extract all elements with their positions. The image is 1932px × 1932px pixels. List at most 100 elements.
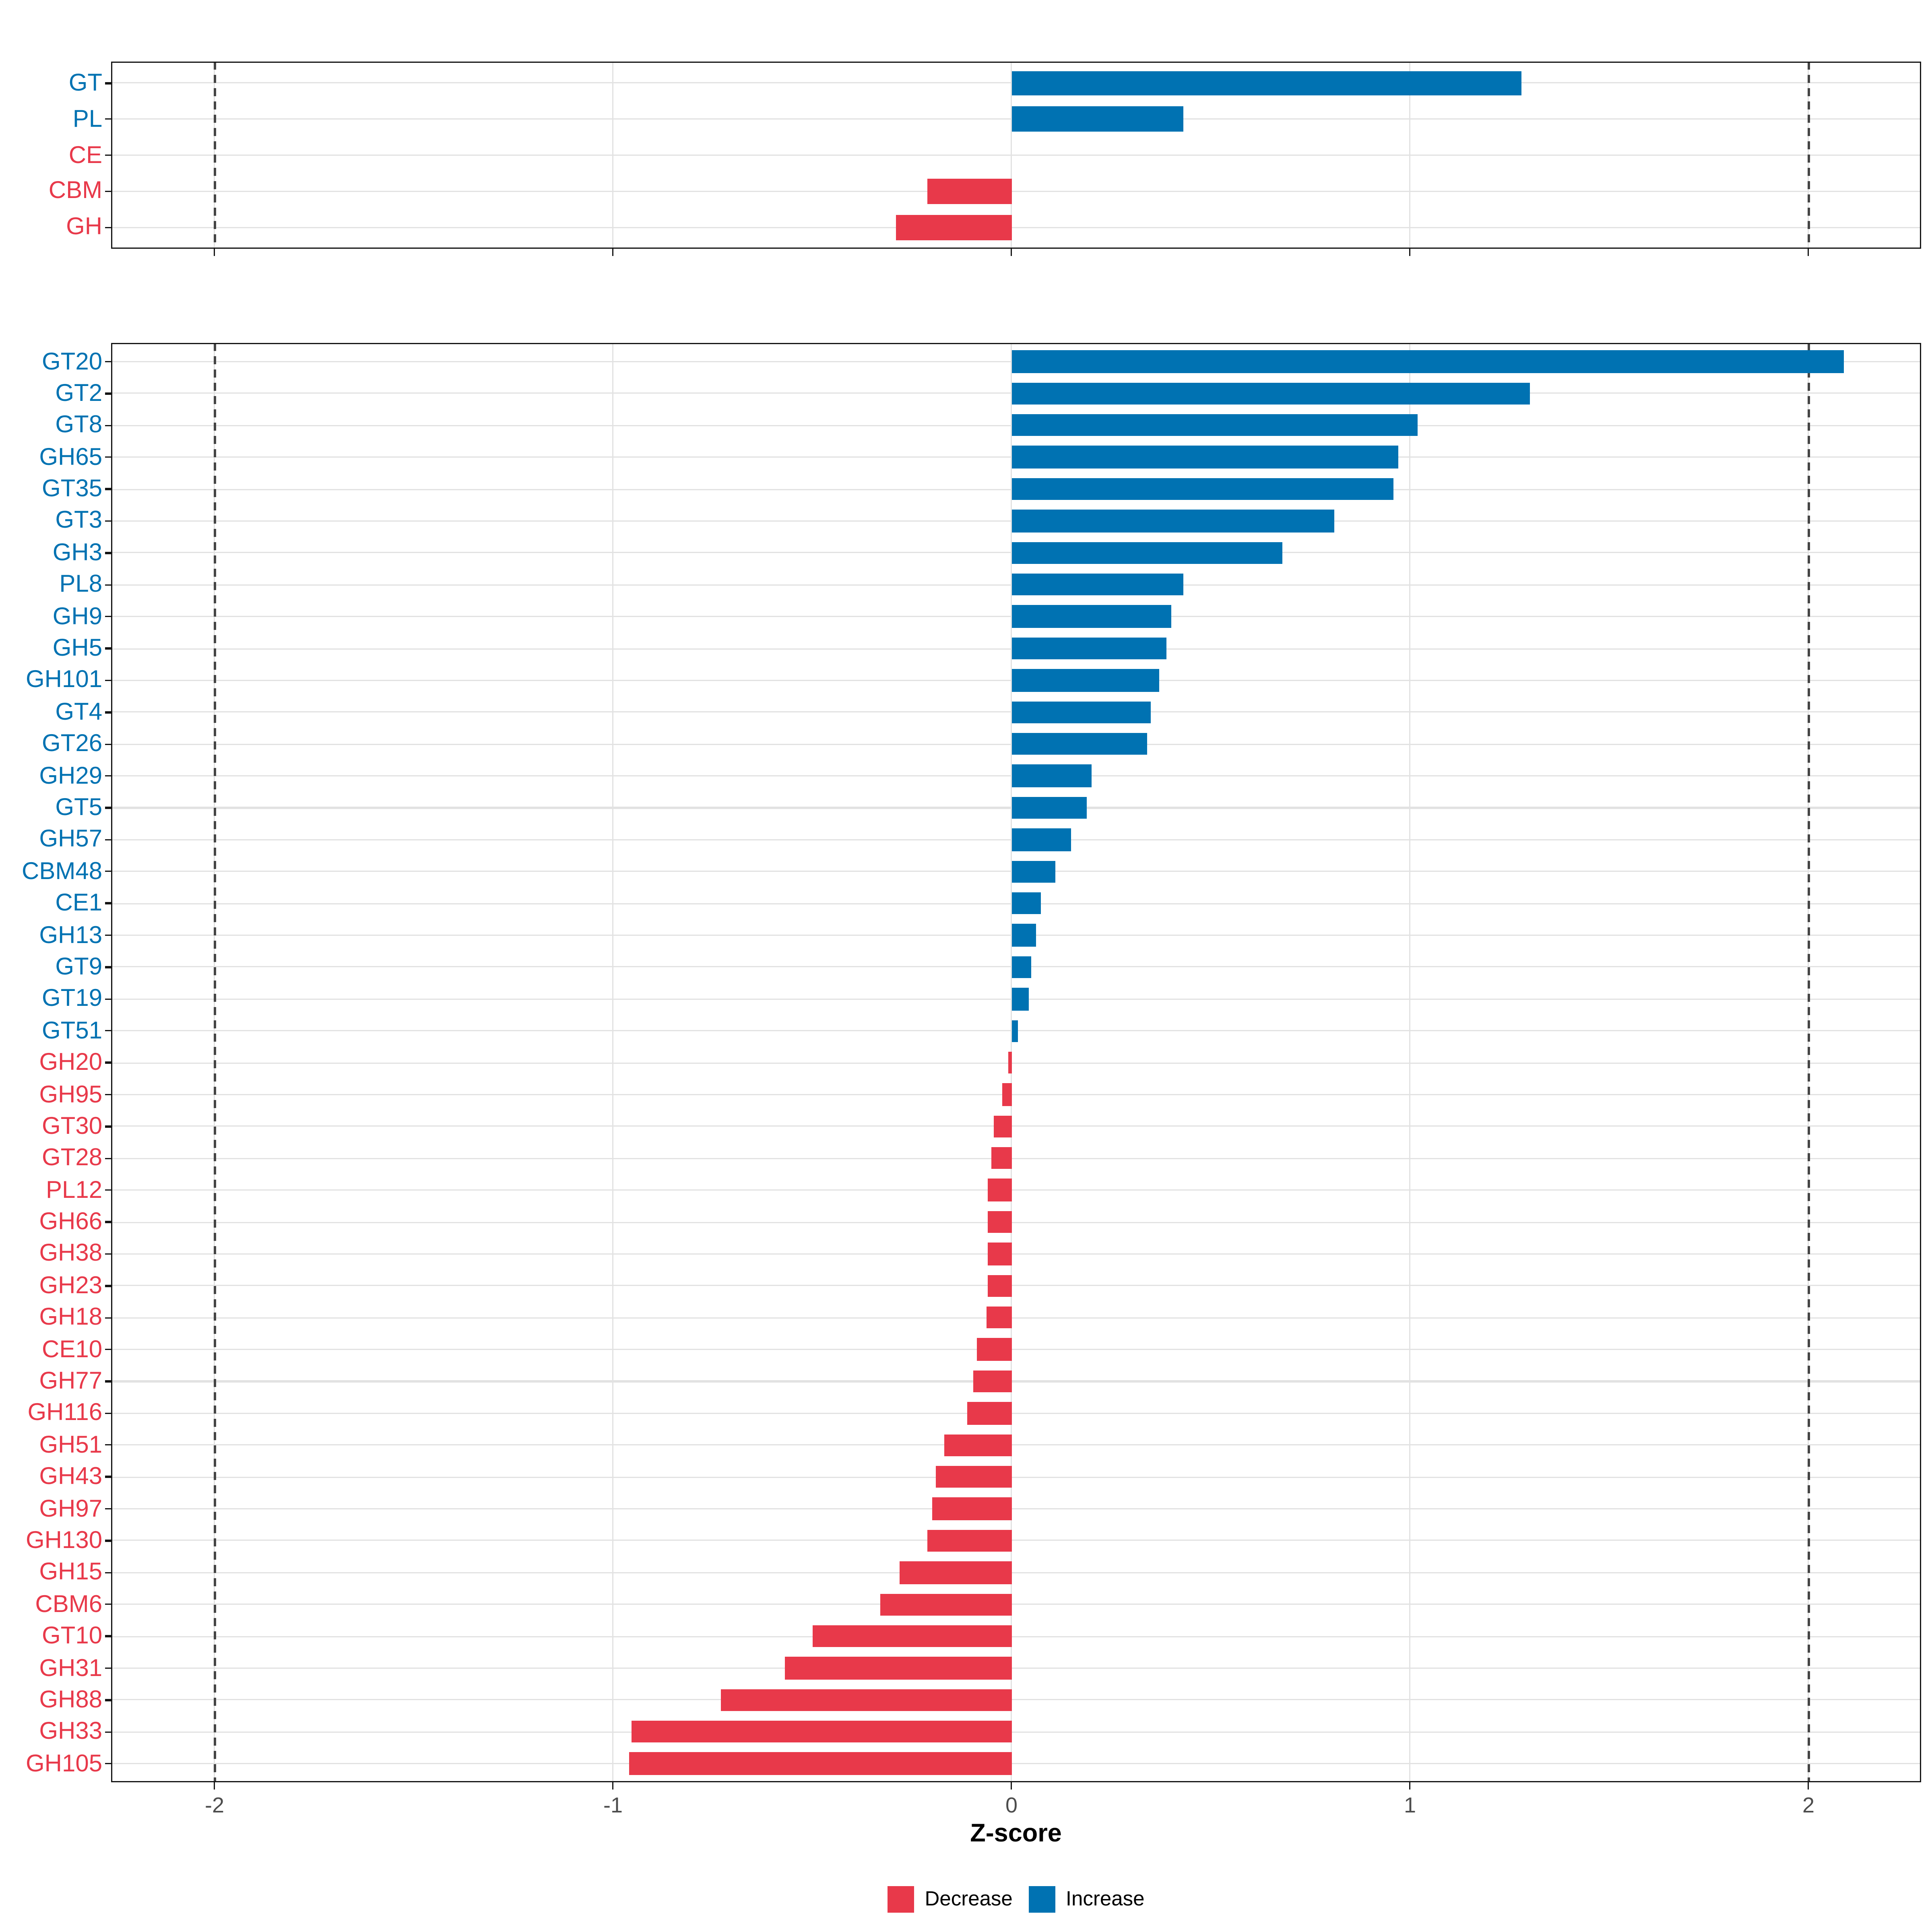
y-axis-label-GH9: GH9: [52, 603, 103, 630]
x-axis-tick: [612, 249, 614, 256]
gridline-horizontal: [111, 1731, 1921, 1733]
y-axis-label-GH101: GH101: [25, 667, 103, 694]
bar-GT4: [1011, 701, 1151, 723]
gridline-horizontal: [111, 1381, 1921, 1382]
bar-GH9: [1011, 605, 1171, 628]
y-axis-tick: [105, 871, 111, 873]
bar-GT30: [994, 1115, 1012, 1138]
bar-GT19: [1011, 988, 1029, 1010]
y-axis-tick: [105, 1763, 111, 1765]
y-axis-tick: [105, 807, 111, 809]
y-axis-label-GT5: GT5: [55, 794, 103, 821]
bar-GT8: [1011, 414, 1418, 437]
y-axis-tick: [105, 1476, 111, 1478]
y-axis-label-CBM6: CBM6: [35, 1591, 103, 1618]
x-tick-label: 0: [1005, 1792, 1018, 1817]
bar-GT: [1011, 70, 1522, 96]
y-axis-label-CE1: CE1: [55, 890, 103, 917]
bar-GH43: [935, 1466, 1012, 1488]
gridline-horizontal: [111, 1540, 1921, 1542]
y-axis-tick: [105, 1604, 111, 1606]
x-axis-tick: [1409, 1783, 1411, 1790]
y-axis-tick: [105, 1157, 111, 1159]
dashed-reference-line: [1807, 62, 1810, 249]
y-axis-tick: [105, 966, 111, 968]
y-axis-tick: [105, 1317, 111, 1319]
bar-GT5: [1011, 797, 1088, 819]
dashed-reference-line: [213, 62, 216, 249]
y-axis-label-GT19: GT19: [42, 985, 103, 1012]
bar-PL: [1011, 107, 1183, 132]
y-axis-label-GH20: GH20: [39, 1049, 103, 1076]
gridline-horizontal: [111, 1635, 1921, 1637]
y-axis-label-GH: GH: [66, 214, 103, 241]
bar-GH3: [1011, 541, 1283, 564]
gridline-horizontal: [111, 1221, 1921, 1223]
dashed-reference-line: [1807, 343, 1810, 1783]
y-axis-label-GH18: GH18: [39, 1304, 103, 1331]
y-axis-label-GH88: GH88: [39, 1686, 103, 1713]
y-axis-tick: [105, 424, 111, 426]
panel-family-summary: [111, 62, 1921, 249]
y-axis-tick: [105, 1125, 111, 1127]
legend-label: Increase: [1065, 1887, 1145, 1910]
x-axis-tick: [1011, 249, 1013, 256]
bar-GH51: [943, 1434, 1012, 1456]
y-axis-label-CE: CE: [68, 142, 103, 169]
y-axis-label-GH3: GH3: [52, 539, 103, 566]
y-axis-tick: [105, 1285, 111, 1287]
y-axis-label-GT9: GT9: [55, 954, 103, 980]
y-axis-label-GT3: GT3: [55, 508, 103, 535]
gridline-horizontal: [111, 1094, 1921, 1096]
gridline-horizontal: [111, 1604, 1921, 1605]
y-axis-label-GH66: GH66: [39, 1209, 103, 1236]
x-axis-tick: [1808, 1783, 1810, 1790]
x-tick-label: -1: [603, 1792, 623, 1817]
y-axis-tick: [105, 1508, 111, 1510]
gridline-horizontal: [111, 1349, 1921, 1350]
bar-GH77: [973, 1370, 1012, 1393]
y-axis-tick: [105, 1444, 111, 1446]
y-axis-label-GT35: GT35: [42, 476, 103, 503]
y-axis-tick: [105, 1699, 111, 1701]
y-axis-tick: [105, 1094, 111, 1096]
y-axis-label-PL12: PL12: [45, 1177, 103, 1203]
y-axis-tick: [105, 1571, 111, 1574]
gridline-horizontal: [111, 1189, 1921, 1191]
y-axis-label-GH57: GH57: [39, 826, 103, 853]
gridline-horizontal: [111, 1412, 1921, 1414]
y-axis-label-GT4: GT4: [55, 699, 103, 726]
bar-CBM48: [1011, 860, 1055, 883]
y-axis-label-GT: GT: [68, 70, 103, 97]
bar-GT3: [1011, 510, 1334, 532]
gridline-vertical: [1409, 62, 1411, 249]
bar-GH116: [968, 1402, 1012, 1424]
gridline-horizontal: [111, 1476, 1921, 1478]
x-axis-tick: [214, 1783, 216, 1790]
x-tick-label: 1: [1404, 1792, 1416, 1817]
y-axis-tick: [105, 743, 111, 745]
gridline-horizontal: [111, 1062, 1921, 1063]
bar-GT51: [1011, 1020, 1018, 1042]
y-axis-tick: [105, 82, 111, 84]
bar-GH101: [1011, 669, 1159, 691]
x-axis-tick: [1011, 1783, 1013, 1790]
y-axis-label-GH13: GH13: [39, 922, 103, 949]
bar-CBM: [928, 179, 1012, 204]
y-axis-tick: [105, 1731, 111, 1733]
gridline-horizontal: [111, 1444, 1921, 1446]
gridline-horizontal: [111, 1253, 1921, 1255]
y-axis-label-PL: PL: [72, 106, 103, 133]
bar-GT2: [1011, 382, 1530, 405]
y-axis-tick: [105, 361, 111, 363]
bar-PL12: [987, 1179, 1012, 1201]
y-axis-label-GH15: GH15: [39, 1559, 103, 1586]
y-axis-tick: [105, 1030, 111, 1032]
gridline-horizontal: [111, 1763, 1921, 1765]
bar-GT9: [1011, 956, 1031, 978]
y-axis-tick: [105, 1380, 111, 1383]
x-axis-tick: [612, 1783, 614, 1790]
bar-GH15: [900, 1561, 1012, 1584]
y-axis-tick: [105, 1253, 111, 1255]
